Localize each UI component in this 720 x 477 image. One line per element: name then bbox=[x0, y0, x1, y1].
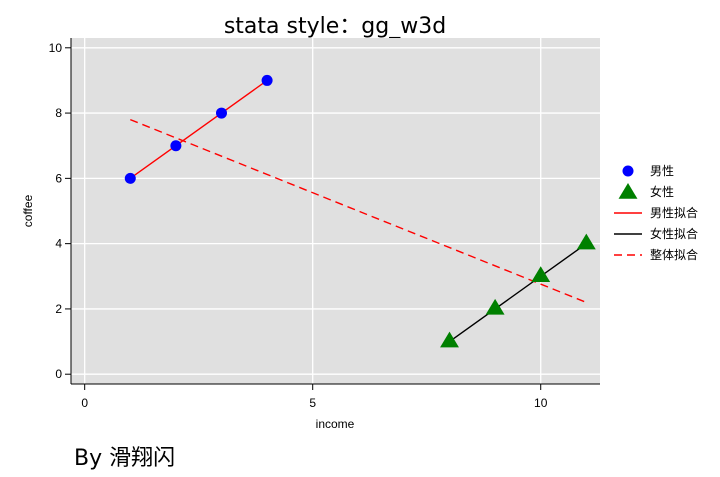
credit-text: By 滑翔闪 bbox=[74, 446, 176, 471]
x-tick-label: 10 bbox=[534, 396, 548, 410]
legend-key bbox=[618, 183, 638, 199]
y-tick-label: 8 bbox=[55, 106, 62, 120]
fit-line bbox=[130, 118, 587, 304]
y-tick-label: 10 bbox=[49, 41, 63, 55]
legend-label: 女性 bbox=[650, 184, 674, 199]
legend-label: 男性拟合 bbox=[650, 205, 698, 220]
y-tick-label: 0 bbox=[55, 367, 62, 381]
y-tick-label: 6 bbox=[55, 171, 62, 185]
plot-background bbox=[71, 38, 600, 384]
y-tick-label: 2 bbox=[55, 302, 62, 316]
y-axis-title: coffee bbox=[21, 194, 35, 227]
plot-area: 0 2 4 6 8 10 0 5 10 bbox=[49, 38, 600, 410]
x-axis-title: income bbox=[316, 417, 355, 431]
y-tick-label: 4 bbox=[55, 237, 62, 251]
data-point bbox=[531, 266, 551, 283]
data-point bbox=[261, 74, 273, 86]
fit-line bbox=[449, 243, 587, 343]
legend-label: 整体拟合 bbox=[650, 247, 698, 262]
legend-label: 女性拟合 bbox=[650, 226, 698, 241]
data-point bbox=[485, 298, 505, 315]
data-point bbox=[215, 107, 227, 119]
x-tick-label: 0 bbox=[81, 396, 88, 410]
fit-line bbox=[129, 79, 268, 179]
x-tick-label: 5 bbox=[309, 396, 316, 410]
data-point bbox=[170, 140, 182, 152]
data-point bbox=[576, 233, 596, 250]
legend-key bbox=[622, 165, 634, 177]
data-point bbox=[124, 172, 136, 184]
chart-title: stata style：gg_w3d bbox=[224, 14, 446, 39]
data-point bbox=[440, 331, 459, 348]
legend-label: 男性 bbox=[650, 164, 674, 178]
